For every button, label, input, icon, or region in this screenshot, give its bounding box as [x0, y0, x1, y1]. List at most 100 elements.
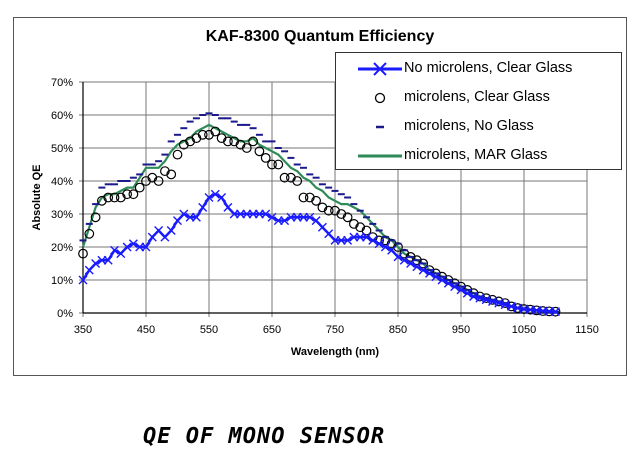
- data-point-x: [399, 255, 409, 265]
- circle-marker-icon: [374, 92, 386, 104]
- data-point-x: [437, 275, 447, 285]
- data-point-x: [431, 272, 441, 282]
- data-point-circle: [418, 258, 429, 269]
- legend-label: microlens, No Glass: [404, 118, 534, 134]
- data-point-circle: [197, 129, 208, 140]
- data-point-circle: [178, 139, 189, 150]
- data-point-circle: [323, 205, 334, 216]
- data-point-circle: [210, 126, 221, 137]
- data-point-x: [141, 242, 151, 252]
- chart-frame: [13, 17, 627, 376]
- data-point-x: [380, 242, 390, 252]
- data-point-x: [450, 282, 460, 292]
- data-point-x: [362, 232, 371, 242]
- data-point-circle: [172, 149, 183, 160]
- data-point-circle: [90, 212, 101, 223]
- data-point-x: [261, 209, 271, 219]
- x-tick-label: 950: [452, 324, 470, 336]
- data-point-x: [128, 239, 138, 249]
- data-point-x: [267, 212, 277, 222]
- data-point-circle: [109, 192, 120, 203]
- data-point-circle: [141, 176, 151, 186]
- data-point-x: [103, 255, 113, 265]
- y-tick-label: 10%: [51, 275, 73, 287]
- data-point-circle: [147, 172, 158, 183]
- chart-title: KAF-8300 Quantum Efficiency: [205, 28, 435, 45]
- y-tick-label: 40%: [51, 176, 73, 188]
- x-tick-label: 1150: [575, 324, 599, 336]
- legend-label: microlens, MAR Glass: [404, 147, 548, 163]
- data-point-circle: [254, 146, 265, 157]
- data-point-circle: [122, 189, 132, 200]
- caption: QE OF MONO SENSOR: [143, 424, 386, 449]
- data-point-circle: [204, 129, 214, 140]
- data-point-x: [425, 268, 434, 278]
- data-point-circle: [361, 225, 372, 236]
- data-point-circle: [222, 136, 233, 147]
- y-axis-label: Absolute QE: [31, 164, 43, 230]
- data-point-circle: [260, 152, 271, 163]
- data-point-x: [191, 212, 201, 222]
- data-point-x: [204, 193, 214, 202]
- data-point-x: [412, 262, 422, 272]
- data-point-circle: [292, 176, 303, 186]
- dash-marker-icon: [376, 125, 384, 129]
- data-point-circle: [273, 159, 284, 170]
- legend: No microlens, Clear Glass microlens, Cle…: [335, 52, 622, 170]
- data-point-x: [418, 265, 428, 275]
- data-point-circle: [78, 248, 88, 259]
- data-point-circle: [405, 251, 416, 262]
- data-point-circle: [166, 169, 177, 180]
- data-point-circle: [248, 136, 259, 147]
- x-tick-label: 450: [137, 324, 155, 336]
- x-tick-label: 850: [389, 324, 407, 336]
- data-point-circle: [330, 205, 340, 216]
- legend-item-no-microlens: No microlens, Clear Glass: [336, 55, 621, 83]
- data-point-circle: [216, 133, 227, 144]
- legend-label: No microlens, Clear Glass: [404, 60, 573, 76]
- data-point-x: [393, 252, 403, 262]
- x-tick-label: 550: [200, 324, 218, 336]
- data-point-x: [91, 259, 101, 268]
- y-tick-label: 30%: [51, 209, 73, 221]
- y-tick-label: 50%: [51, 143, 73, 155]
- data-point-circle: [229, 136, 240, 147]
- data-point-x: [198, 202, 208, 212]
- data-point-x: [368, 235, 378, 245]
- legend-item-microlens-mar: microlens, MAR Glass: [336, 142, 621, 170]
- data-point-circle: [84, 228, 95, 239]
- data-point-x: [179, 209, 189, 219]
- x-axis-label: Wavelength (nm): [291, 346, 380, 358]
- line-marker-icon: [358, 154, 402, 158]
- legend-item-microlens-no-glass: microlens, No Glass: [336, 113, 621, 141]
- x-tick-label: 350: [74, 324, 92, 336]
- data-point-circle: [115, 192, 126, 203]
- data-point-x: [406, 259, 416, 268]
- data-point-circle: [336, 209, 347, 219]
- data-point-x: [374, 239, 384, 249]
- data-point-circle: [153, 176, 164, 186]
- data-point-circle: [317, 202, 328, 213]
- data-point-circle: [241, 143, 252, 153]
- data-point-circle: [286, 172, 296, 183]
- data-point-circle: [355, 222, 366, 233]
- data-point-circle: [311, 195, 322, 206]
- data-point-x: [443, 278, 453, 288]
- legend-item-microlens-clear: microlens, Clear Glass: [336, 84, 621, 112]
- data-point-x: [210, 189, 220, 199]
- data-point-x: [551, 307, 560, 317]
- data-point-x: [456, 285, 466, 295]
- data-point-circle: [134, 182, 145, 193]
- data-point-x: [343, 235, 353, 245]
- data-point-circle: [159, 166, 170, 177]
- x-tick-label: 650: [263, 324, 281, 336]
- y-tick-label: 70%: [51, 77, 73, 89]
- data-point-circle: [103, 192, 114, 203]
- data-point-circle: [304, 192, 315, 203]
- data-point-x: [122, 242, 132, 252]
- data-point-circle: [191, 133, 202, 144]
- data-point-x: [305, 212, 315, 222]
- data-point-circle: [412, 255, 422, 266]
- data-point-x: [462, 288, 472, 298]
